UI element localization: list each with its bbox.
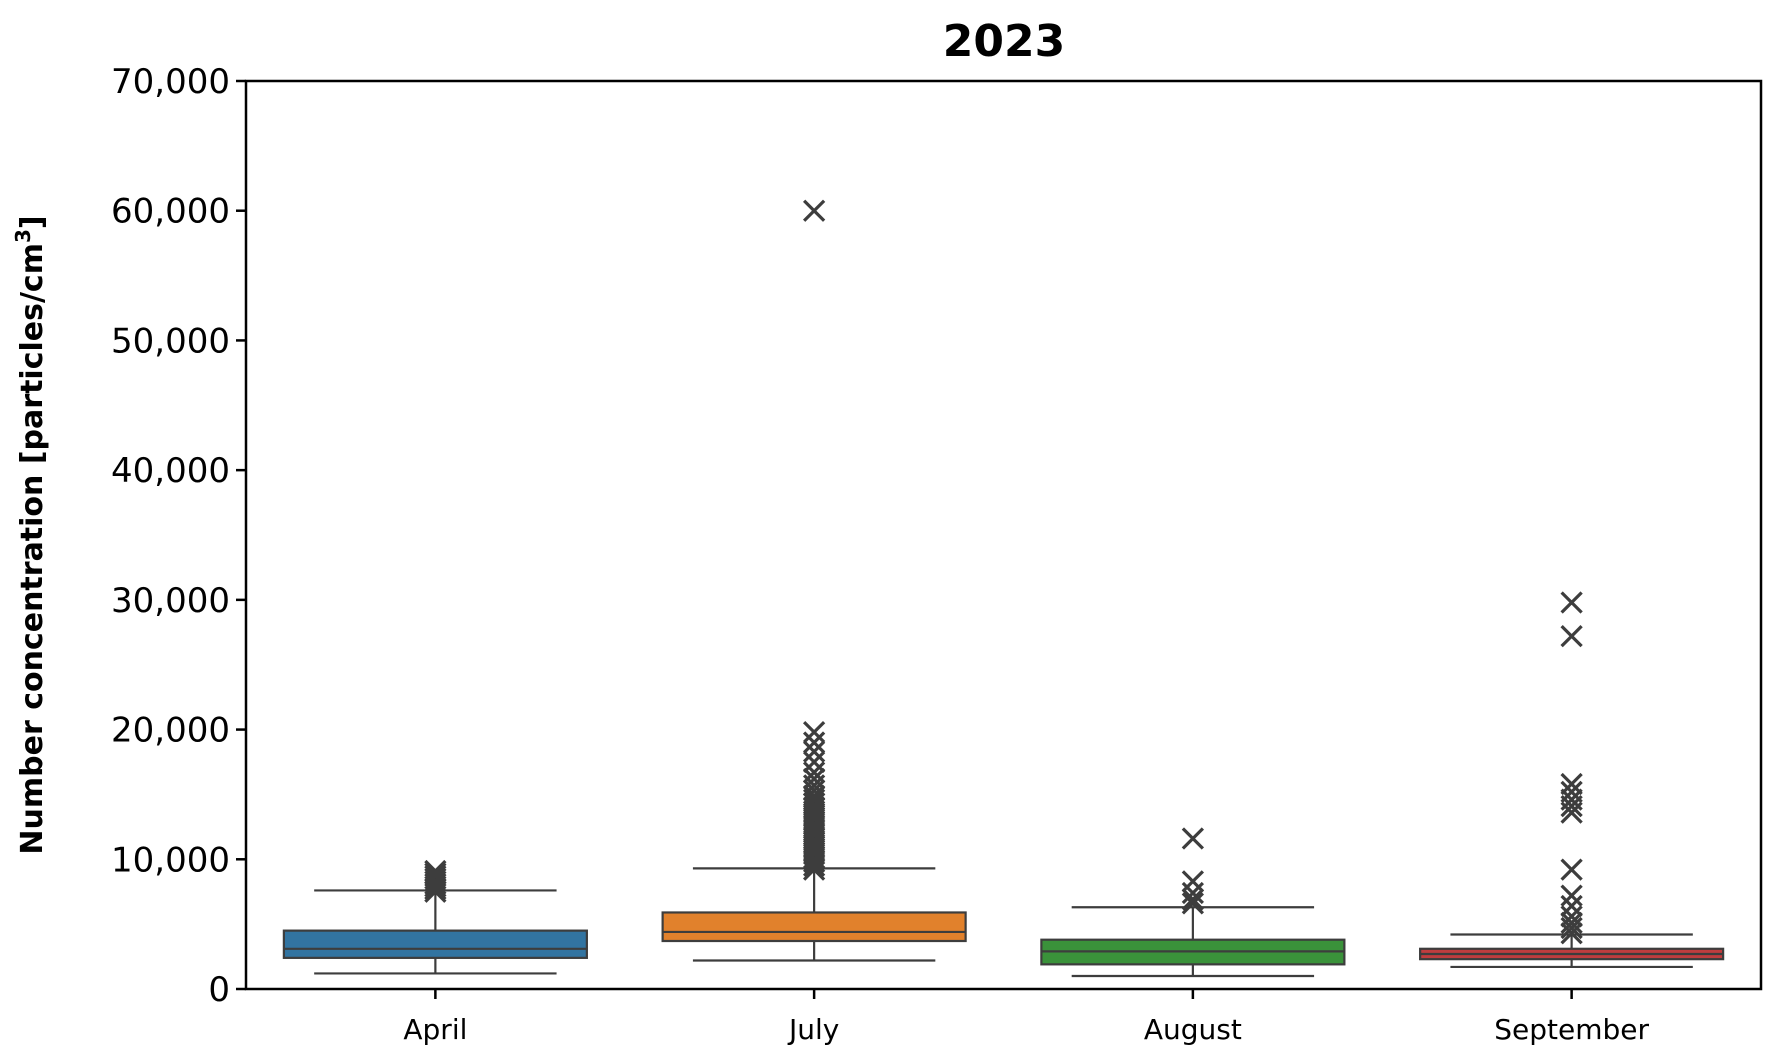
y-tick-label: 70,000 [111, 62, 230, 102]
outlier-marker [802, 767, 826, 790]
outlier-marker [802, 761, 826, 784]
y-axis-label: Number concentration [particles/cm3] [11, 215, 50, 854]
outlier-marker [1560, 884, 1583, 907]
y-axis-label-main: Number concentration [particles/cm [15, 243, 50, 855]
chart-title: 2023 [943, 16, 1065, 67]
outlier-marker [424, 867, 447, 890]
y-tick-label: 40,000 [111, 451, 230, 491]
outlier-marker [424, 859, 447, 883]
y-axis-label-superscript: 3 [11, 229, 35, 243]
outlier-marker [424, 862, 447, 885]
x-tick-label: April [403, 1013, 467, 1046]
outlier-marker [1560, 591, 1583, 614]
plot-frame [244, 79, 1763, 991]
outlier-marker [1181, 888, 1205, 911]
outlier-marker [802, 784, 826, 807]
outlier-marker [802, 199, 826, 222]
outlier-marker [1181, 870, 1205, 893]
outlier-marker [1560, 772, 1583, 796]
outlier-marker [1560, 905, 1583, 928]
x-tick-label: August [1144, 1013, 1242, 1046]
y-tick-label: 0 [208, 970, 230, 1010]
box-group [282, 859, 588, 975]
outlier-marker [802, 750, 826, 774]
x-tick-label: July [787, 1013, 839, 1046]
box-group [661, 199, 967, 962]
box-group [1040, 827, 1346, 978]
outlier-marker [802, 721, 826, 744]
outlier-marker [802, 731, 826, 754]
outlier-marker [1560, 911, 1583, 934]
box-body [282, 929, 588, 959]
outlier-marker [1181, 827, 1205, 850]
box-body [661, 911, 967, 943]
outlier-marker [1560, 780, 1583, 803]
y-tick-label: 50,000 [111, 321, 230, 361]
outlier-marker [424, 870, 447, 893]
y-axis-label-end: ] [15, 215, 50, 229]
outlier-marker [1560, 858, 1583, 881]
outlier-marker [1560, 894, 1583, 918]
y-tick-label: 60,000 [111, 192, 230, 232]
y-tick-label: 10,000 [111, 840, 230, 880]
x-tick-label: September [1494, 1013, 1649, 1046]
outlier-marker [1560, 922, 1583, 945]
outlier-marker [1560, 625, 1583, 648]
box-group [1419, 591, 1725, 969]
outlier-marker [802, 740, 826, 763]
outlier-marker [1181, 892, 1205, 915]
y-tick-label: 30,000 [111, 581, 230, 621]
y-tick-label: 20,000 [111, 711, 230, 751]
outlier-marker [424, 865, 447, 888]
